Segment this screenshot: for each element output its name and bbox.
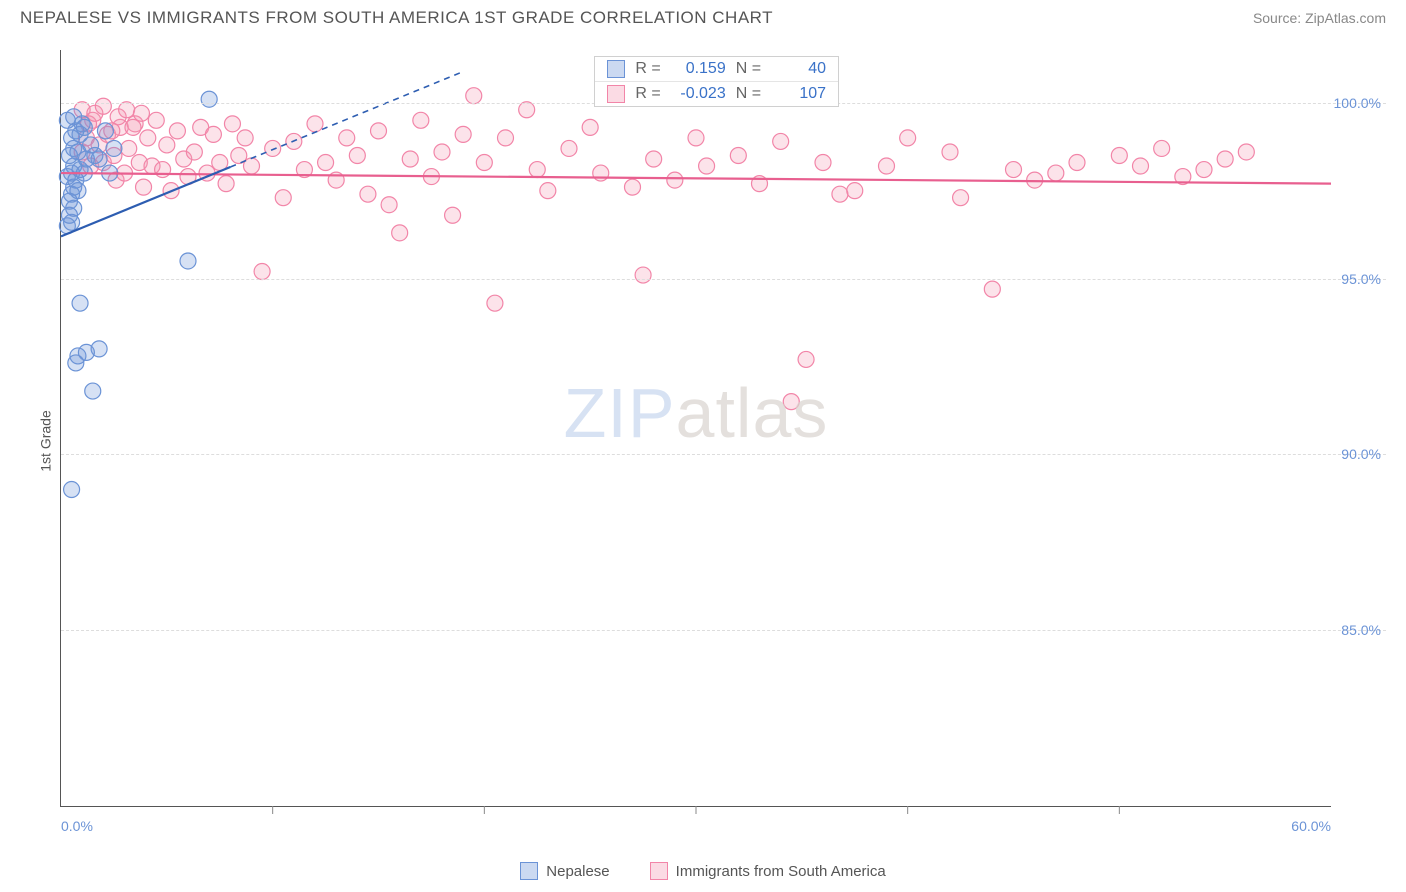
scatter-plot: ZIPatlas R = 0.159 N = 40 R = -0.023 N =… <box>60 50 1331 807</box>
x-tick-label: 0.0% <box>61 818 93 834</box>
chart-area: 1st Grade ZIPatlas R = 0.159 N = 40 R = … <box>20 40 1386 842</box>
swatch-pink-icon <box>650 862 668 880</box>
y-tick-label: 100.0% <box>1334 95 1381 111</box>
correlation-legend: R = 0.159 N = 40 R = -0.023 N = 107 <box>594 56 839 107</box>
swatch-blue-icon <box>520 862 538 880</box>
y-tick-label: 85.0% <box>1341 622 1381 638</box>
legend-row-blue: R = 0.159 N = 40 <box>595 57 838 82</box>
legend-item-nepalese: Nepalese <box>520 862 609 880</box>
chart-source: Source: ZipAtlas.com <box>1253 10 1386 26</box>
chart-header: NEPALESE VS IMMIGRANTS FROM SOUTH AMERIC… <box>0 0 1406 32</box>
legend-row-pink: R = -0.023 N = 107 <box>595 82 838 106</box>
y-tick-label: 90.0% <box>1341 446 1381 462</box>
x-tick-label: 60.0% <box>1291 818 1331 834</box>
swatch-blue-icon <box>607 60 625 78</box>
chart-title: NEPALESE VS IMMIGRANTS FROM SOUTH AMERIC… <box>20 8 773 28</box>
plot-svg <box>61 50 1331 806</box>
legend-item-immigrants: Immigrants from South America <box>650 862 886 880</box>
y-tick-label: 95.0% <box>1341 271 1381 287</box>
swatch-pink-icon <box>607 85 625 103</box>
y-axis-label: 1st Grade <box>38 410 54 471</box>
bottom-legend: Nepalese Immigrants from South America <box>0 862 1406 880</box>
